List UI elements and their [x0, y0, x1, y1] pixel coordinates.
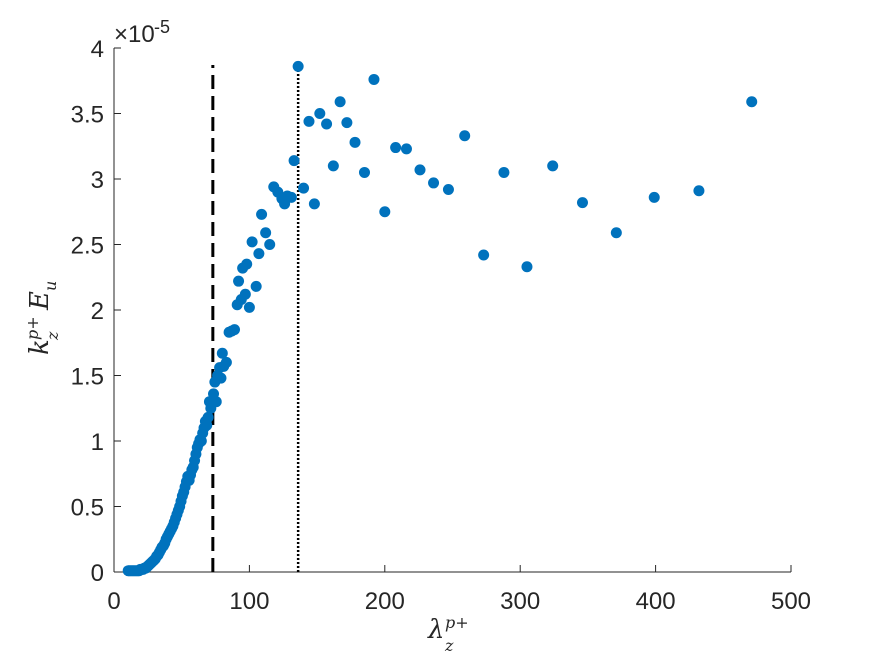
data-point: [547, 160, 559, 172]
data-point: [379, 206, 391, 218]
y-tick-label: 3.5: [71, 102, 104, 129]
data-point: [459, 130, 471, 142]
data-point: [233, 275, 245, 287]
y-tick-label: 1.5: [71, 364, 104, 391]
y-tick-label: 0.5: [71, 495, 104, 522]
x-ticks: 0 100 200 300 400 500: [107, 565, 811, 615]
data-point: [693, 185, 705, 197]
y-tick-label: 0: [91, 560, 104, 587]
data-point: [428, 177, 440, 189]
data-point: [253, 248, 265, 260]
data-point: [308, 198, 320, 210]
data-point: [220, 356, 232, 368]
data-point: [256, 208, 268, 220]
data-point: [358, 166, 370, 178]
data-point: [576, 197, 588, 209]
data-point: [327, 160, 339, 172]
data-point: [521, 261, 533, 273]
data-point: [368, 73, 380, 85]
data-point: [239, 288, 251, 300]
data-point: [285, 191, 297, 203]
data-point: [216, 347, 228, 359]
y-ticks: 0 0.5 1 1.5 2 2.5 3 3.5 4: [71, 36, 121, 587]
data-point: [292, 60, 304, 72]
data-point: [610, 227, 622, 239]
data-point: [215, 372, 227, 384]
x-axis-label-sub: z: [444, 636, 454, 655]
data-point: [303, 115, 315, 127]
x-axis-label: λ p+ z: [427, 613, 469, 655]
x-tick-label: 400: [636, 588, 676, 615]
reference-lines: [211, 65, 300, 572]
y-multiplier-base: ×10: [114, 21, 155, 48]
y-multiplier-exponent: -5: [154, 17, 170, 37]
y-axis-label-sup: p+: [23, 316, 42, 340]
data-point: [210, 396, 222, 408]
x-axis-label-sup: p+: [445, 613, 469, 632]
x-axis-label-main: λ: [427, 615, 444, 645]
y-axis-label-tail: E: [25, 291, 55, 311]
data-point: [241, 258, 253, 270]
y-tick-label: 2.5: [71, 233, 104, 260]
data-point: [349, 136, 361, 148]
x-tick-label: 0: [107, 588, 120, 615]
data-point: [648, 191, 660, 203]
data-point: [314, 108, 326, 119]
data-point: [250, 280, 262, 292]
x-tick-label: 500: [771, 588, 811, 615]
y-tick-label: 4: [91, 36, 104, 63]
data-point: [478, 249, 490, 261]
data-point: [298, 182, 310, 194]
data-point: [498, 166, 510, 178]
data-point: [243, 301, 255, 313]
y-tick-label: 2: [91, 298, 104, 325]
data-point: [746, 96, 758, 108]
data-point: [264, 239, 276, 250]
data-point: [414, 164, 426, 176]
y-axis-label-tail-sub: u: [41, 281, 60, 291]
x-tick-label: 300: [500, 588, 540, 615]
data-point: [288, 155, 300, 167]
data-point: [202, 411, 214, 423]
plot-area: 0 100 200 300 400 500 0 0.5 1 1.5 2 2.5 3 3.5 4: [71, 36, 811, 615]
y-axis-label: k p+ z E u: [23, 281, 62, 355]
y-multiplier: ×10 -5: [114, 17, 170, 48]
data-point: [321, 118, 333, 130]
data-point: [442, 183, 454, 195]
data-point: [400, 143, 412, 155]
data-point: [246, 236, 258, 248]
data-point: [229, 324, 241, 336]
y-tick-label: 3: [91, 167, 104, 194]
data-point: [390, 142, 402, 154]
y-axis-label-sub: z: [43, 331, 62, 341]
x-tick-label: 200: [365, 588, 405, 615]
data-points: [122, 60, 758, 577]
y-tick-label: 1: [91, 429, 104, 456]
x-tick-label: 100: [229, 588, 269, 615]
data-point: [260, 227, 272, 239]
data-point: [334, 96, 346, 108]
y-axis-label-main: k: [25, 339, 55, 355]
data-point: [341, 117, 353, 129]
